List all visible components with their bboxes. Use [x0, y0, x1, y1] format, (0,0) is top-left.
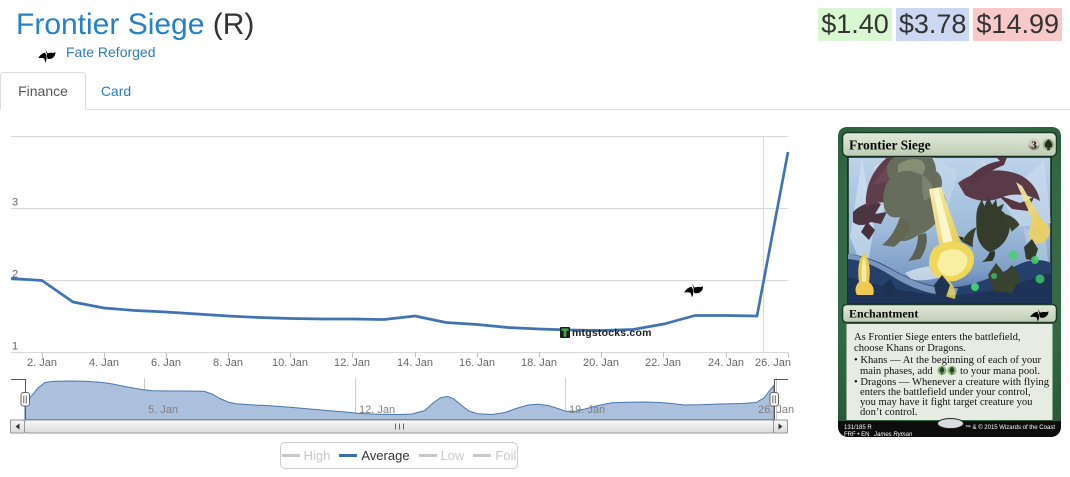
svg-text:16. Jan: 16. Jan — [459, 357, 495, 369]
svg-text:12. Jan: 12. Jan — [334, 357, 370, 369]
svg-text:you may have it fight target c: you may have it fight target creature yo… — [860, 397, 1033, 408]
svg-text:6. Jan: 6. Jan — [151, 357, 181, 369]
svg-text:main phases, add: main phases, add — [860, 366, 933, 377]
svg-text:4. Jan: 4. Jan — [89, 357, 119, 369]
svg-text:10. Jan: 10. Jan — [272, 357, 308, 369]
svg-text:131/185 R: 131/185 R — [844, 425, 872, 431]
svg-text:20. Jan: 20. Jan — [583, 357, 619, 369]
svg-text:3: 3 — [1031, 140, 1037, 152]
svg-text:• Dragons — Whenever a creatur: • Dragons — Whenever a creature with fly… — [854, 377, 1050, 388]
svg-text:24. Jan: 24. Jan — [708, 357, 744, 369]
svg-text:2. Jan: 2. Jan — [27, 357, 57, 369]
svg-text:• Khans — At the beginning of: • Khans — At the beginning of each of yo… — [854, 355, 1041, 366]
svg-text:26. Jan: 26. Jan — [758, 404, 794, 416]
svg-text:James Ryman: James Ryman — [873, 432, 913, 437]
svg-text:to your mana pool.: to your mana pool. — [960, 366, 1040, 377]
svg-text:5. Jan: 5. Jan — [148, 404, 178, 416]
svg-text:19. Jan: 19. Jan — [569, 404, 605, 416]
svg-text:14. Jan: 14. Jan — [397, 357, 433, 369]
svg-text:Enchantment: Enchantment — [849, 307, 918, 321]
svg-text:12. Jan: 12. Jan — [359, 404, 395, 416]
svg-text:3: 3 — [12, 197, 18, 209]
svg-text:don’t control.: don’t control. — [860, 407, 917, 418]
svg-text:FRF • EN: FRF • EN — [844, 432, 869, 437]
svg-text:enters the battlefield under y: enters the battlefield under your contro… — [860, 387, 1031, 398]
svg-text:22. Jan: 22. Jan — [645, 357, 681, 369]
svg-text:26. Jan: 26. Jan — [755, 357, 791, 369]
svg-text:Frontier Siege: Frontier Siege — [849, 138, 931, 153]
svg-text:mtgstocks.com: mtgstocks.com — [572, 327, 652, 339]
svg-text:™ & © 2015 Wizards of the Coas: ™ & © 2015 Wizards of the Coast — [965, 424, 1055, 431]
svg-text:1: 1 — [12, 341, 18, 353]
svg-text:8. Jan: 8. Jan — [213, 357, 243, 369]
svg-text:18. Jan: 18. Jan — [521, 357, 557, 369]
svg-text:2: 2 — [12, 269, 18, 281]
svg-text:choose Khans or Dragons.: choose Khans or Dragons. — [854, 343, 966, 354]
svg-text:As Frontier Siege enters the b: As Frontier Siege enters the battlefield… — [854, 332, 1021, 343]
